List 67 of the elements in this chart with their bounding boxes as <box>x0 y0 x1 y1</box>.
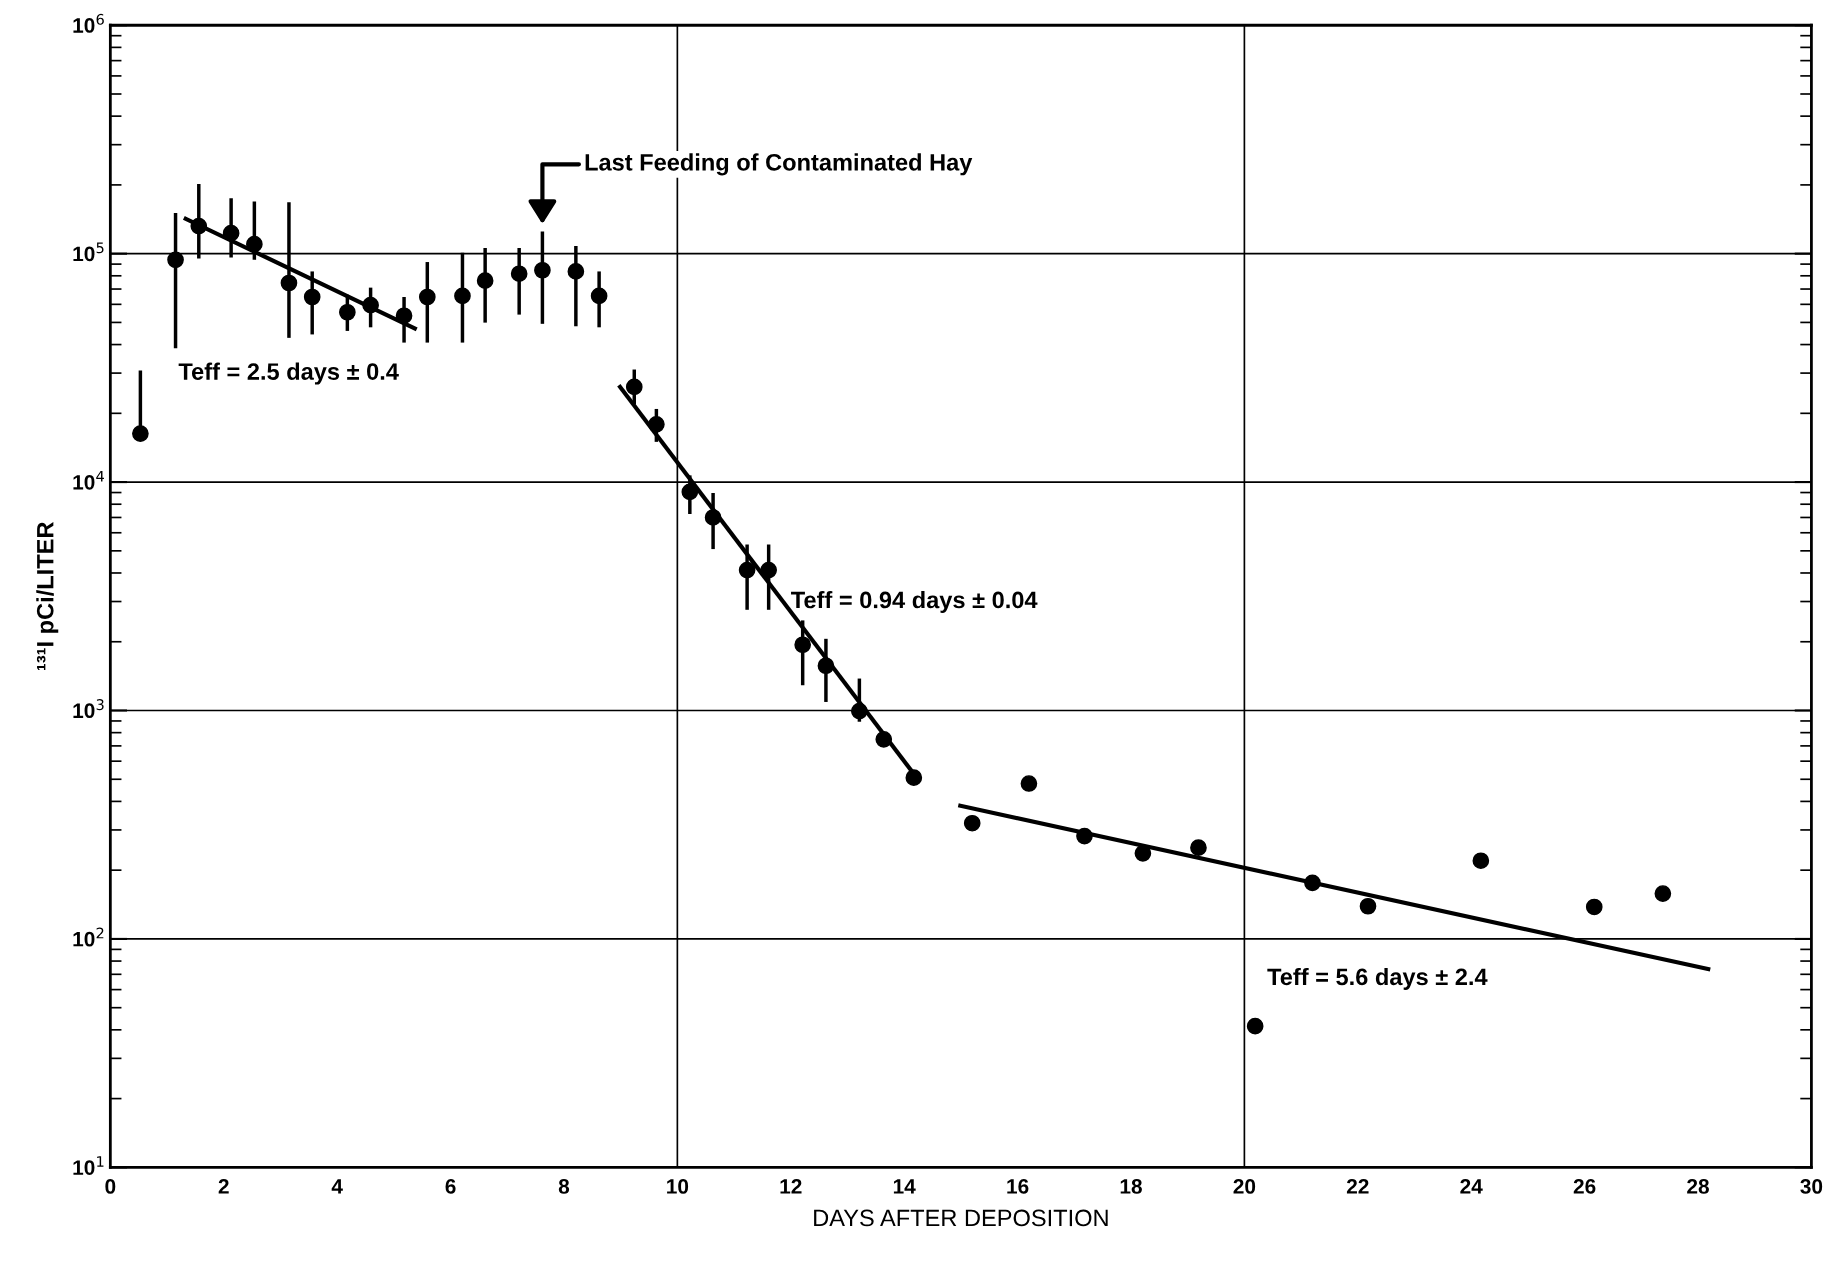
y-tick-label: 10$^{2}$ <box>73 927 104 947</box>
point <box>510 265 528 283</box>
point <box>875 730 893 748</box>
point <box>395 307 413 325</box>
annotation: Teff = 2.5 days ± 0.4 <box>178 362 399 385</box>
x-tick-label: 28 <box>1687 1179 1709 1194</box>
point <box>476 272 494 289</box>
x-axis-title: DAYS AFTER DEPOSITION <box>814 1209 1108 1227</box>
x-tick-label: 0 <box>105 1179 116 1194</box>
point <box>1134 844 1152 862</box>
point <box>1472 852 1490 870</box>
x-tick-label: 8 <box>558 1179 570 1194</box>
annotation: Teff = 5.6 days ± 2.4 <box>1267 967 1488 990</box>
x-tick-label: 20 <box>1233 1179 1256 1194</box>
annotation: Teff = 0.94 days ± 0.04 <box>791 591 1038 614</box>
y-tick-label: 10$^{1}$ <box>73 1156 104 1175</box>
y-tick-label: 10$^{6}$ <box>73 13 104 33</box>
point <box>222 224 240 242</box>
point <box>1585 898 1603 916</box>
point <box>418 288 436 306</box>
point <box>246 235 263 253</box>
point <box>1076 827 1093 845</box>
point <box>362 296 379 314</box>
point <box>1020 775 1038 792</box>
x-tick-label: 18 <box>1120 1179 1142 1194</box>
point <box>567 263 585 280</box>
point <box>454 287 471 305</box>
point <box>905 769 923 787</box>
point <box>590 287 608 305</box>
point <box>1654 885 1672 902</box>
x-tick-label: 6 <box>445 1179 456 1194</box>
point <box>339 303 356 321</box>
point <box>167 251 184 269</box>
x-tick-label: 12 <box>780 1179 802 1194</box>
x-tick-label: 26 <box>1573 1179 1596 1194</box>
y-tick-label: 10$^{5}$ <box>73 242 104 262</box>
point <box>1190 839 1207 856</box>
point <box>817 657 835 675</box>
y-tick-label: 10$^{4}$ <box>73 470 104 490</box>
y-axis-title: ¹³¹I pCi/LITER <box>36 522 59 671</box>
x-tick-label: 24 <box>1460 1179 1483 1194</box>
point <box>704 509 722 526</box>
point <box>534 261 551 279</box>
x-tick-label: 22 <box>1346 1179 1369 1194</box>
y-tick-label: 10$^{3}$ <box>73 699 104 719</box>
point <box>760 561 777 579</box>
point <box>794 636 812 654</box>
point <box>963 814 981 832</box>
x-tick-label: 4 <box>331 1179 343 1194</box>
x-tick-label: 10 <box>667 1179 689 1194</box>
point <box>1359 897 1377 915</box>
point <box>280 274 298 292</box>
x-tick-label: 14 <box>893 1179 916 1194</box>
point <box>190 217 208 235</box>
x-tick-label: 2 <box>218 1179 229 1194</box>
point <box>648 415 665 433</box>
annotation: Last Feeding of Contaminated Hay <box>585 153 973 176</box>
point <box>851 702 868 720</box>
x-tick-label: 16 <box>1007 1179 1029 1194</box>
point <box>625 378 643 396</box>
point <box>681 483 699 501</box>
point <box>1304 874 1321 892</box>
x-tick-label: 30 <box>1800 1179 1823 1194</box>
point <box>1246 1017 1264 1035</box>
point <box>738 561 756 579</box>
point <box>132 425 149 442</box>
point <box>303 288 321 306</box>
